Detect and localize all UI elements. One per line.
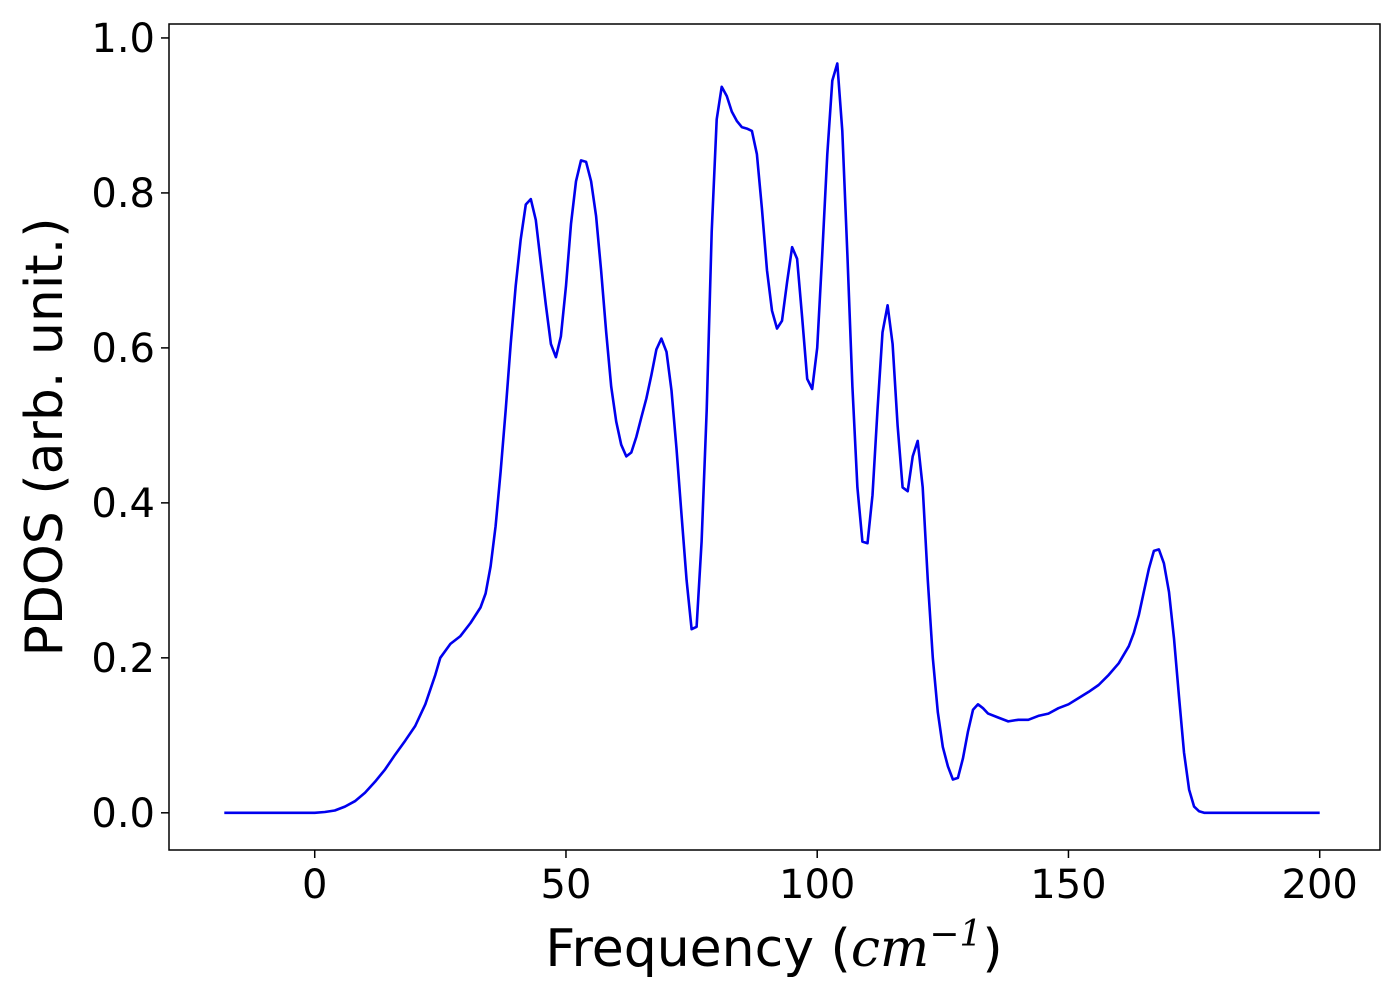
x-tick-label: 0: [302, 862, 327, 908]
pdos-line: [224, 62, 1320, 815]
plot-frame: [168, 23, 1381, 851]
x-tick-label: 50: [541, 862, 592, 908]
y-tick-label: 0.2: [91, 636, 155, 682]
y-axis-label: PDOS (arb. unit.): [15, 217, 75, 656]
y-tick-label: 0.6: [91, 326, 155, 372]
x-tick-label: 100: [779, 862, 855, 908]
y-tick-label: 0.8: [91, 171, 155, 217]
y-axis-ticks: 0.0 0.2 0.4 0.6 0.8 1.0: [91, 16, 169, 837]
x-tick-label: 150: [1030, 862, 1106, 908]
y-tick-label: 0.0: [91, 791, 155, 837]
y-tick-label: 1.0: [91, 16, 155, 62]
x-axis-ticks: 0 50 100 150 200: [302, 850, 1358, 908]
x-tick-label: 200: [1282, 862, 1358, 908]
y-tick-label: 0.4: [91, 481, 155, 527]
x-axis-label: Frequency (cm−1): [545, 914, 1002, 980]
